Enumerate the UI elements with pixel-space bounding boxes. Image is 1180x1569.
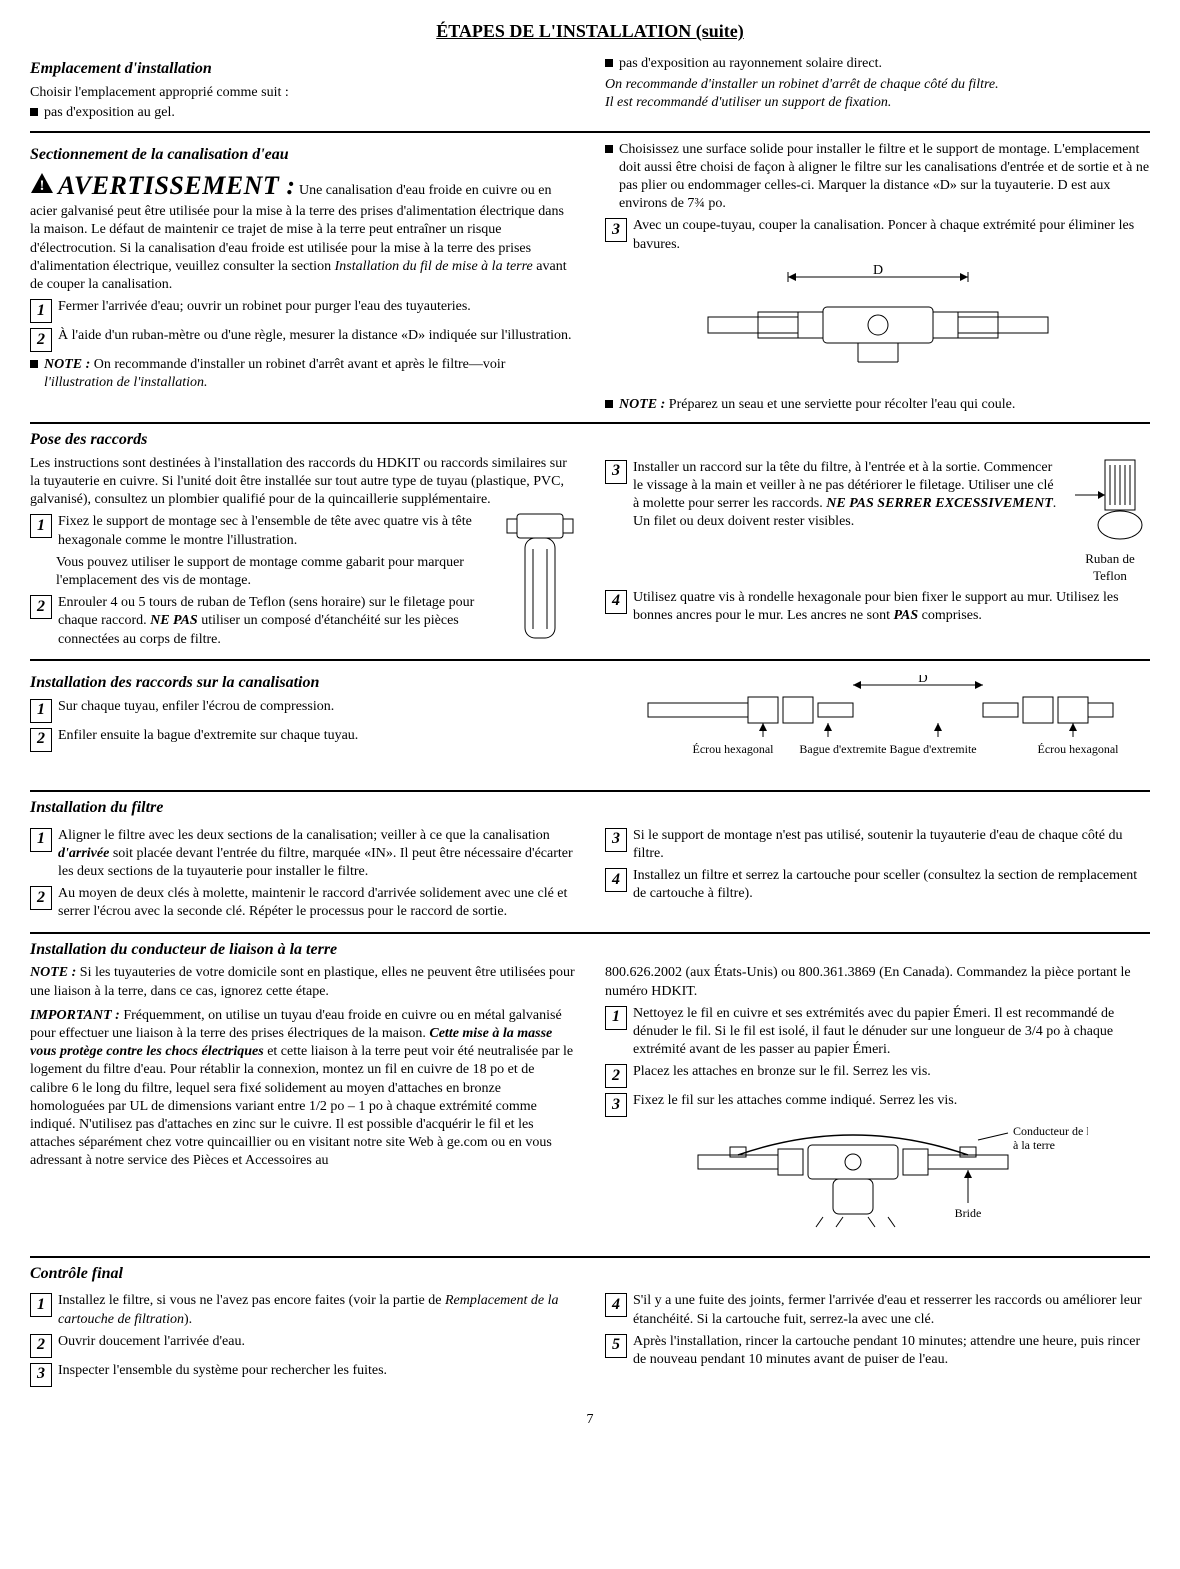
step-1: 1Nettoyez le fil en cuivre et ses extrém… xyxy=(605,1005,1150,1060)
heading-install-filtre: Installation du filtre xyxy=(30,798,1150,819)
step-3: 3Fixez le fil sur les attaches comme ind… xyxy=(605,1092,1150,1117)
important: IMPORTANT : Fréquemment, on utilise un t… xyxy=(30,1007,575,1171)
note: NOTE : Préparez un seau et une serviette… xyxy=(605,396,1150,414)
diagram-pipe-cut: D xyxy=(605,262,1150,388)
bullet: pas d'exposition au rayonnement solaire … xyxy=(605,55,1150,73)
svg-text:D: D xyxy=(918,675,927,685)
step-2: 2Enrouler 4 ou 5 tours de ruban de Teflo… xyxy=(30,594,497,649)
step-3: 3Installer un raccord sur la tête du fil… xyxy=(605,459,1062,532)
step-3: 3Avec un coupe-tuyau, couper la canalisa… xyxy=(605,217,1150,253)
step-2: 2Au moyen de deux clés à molette, mainte… xyxy=(30,885,575,921)
step-2: 2À l'aide d'un ruban-mètre ou d'une règl… xyxy=(30,327,575,352)
section-install-filtre: 1Aligner le filtre avec les deux section… xyxy=(30,823,1150,926)
section-pose-raccords: Les instructions sont destinées à l'inst… xyxy=(30,455,1150,653)
recommendation: On recommande d'installer un robinet d'a… xyxy=(605,76,1150,94)
step-1: 1Aligner le filtre avec les deux section… xyxy=(30,827,575,882)
step-2: 2Enfiler ensuite la bague d'extremite su… xyxy=(30,727,575,752)
heading-raccords-canal: Installation des raccords sur la canalis… xyxy=(30,673,575,694)
heading-pose-raccords: Pose des raccords xyxy=(30,430,1150,451)
bullet: Choisissez une surface solide pour insta… xyxy=(605,141,1150,214)
step-1: 1Fixez le support de montage sec à l'ens… xyxy=(30,513,497,549)
page-number: 7 xyxy=(30,1411,1150,1429)
step-5: 5Après l'installation, rincer la cartouc… xyxy=(605,1333,1150,1369)
svg-text:Écrou hexagonal: Écrou hexagonal xyxy=(692,742,774,756)
note: NOTE : Si les tuyauteries de votre domic… xyxy=(30,964,575,1000)
bullet: pas d'exposition au gel. xyxy=(30,104,575,122)
step-4: 4Utilisez quatre vis à rondelle hexagona… xyxy=(605,589,1150,625)
svg-text:!: ! xyxy=(40,178,45,194)
section-sectionnement: Sectionnement de la canalisation d'eau !… xyxy=(30,139,1150,417)
diagram-ground-wire: Conducteur de liaison à la terre Bride xyxy=(605,1125,1150,1241)
warning-icon: ! xyxy=(30,172,54,194)
step-2: 2Ouvrir doucement l'arrivée d'eau. xyxy=(30,1333,575,1358)
intro-text: Les instructions sont destinées à l'inst… xyxy=(30,455,575,510)
svg-text:Bride: Bride xyxy=(954,1206,981,1220)
warning-label: AVERTISSEMENT : xyxy=(58,171,295,200)
step-2: 2Placez les attaches en bronze sur le fi… xyxy=(605,1063,1150,1088)
heading-sectionnement: Sectionnement de la canalisation d'eau xyxy=(30,145,575,166)
svg-text:Bague d'extremite Bague d'e: Bague d'extremite Bague d'extremite xyxy=(799,742,976,756)
step-3: 3Inspecter l'ensemble du système pour re… xyxy=(30,1362,575,1387)
heading-controle: Contrôle final xyxy=(30,1264,1150,1285)
label-d: D xyxy=(872,263,882,278)
intro-text: Choisir l'emplacement approprié comme su… xyxy=(30,84,575,102)
step-4: 4Installez un filtre et serrez la cartou… xyxy=(605,867,1150,903)
step-1: 1Sur chaque tuyau, enfiler l'écrou de co… xyxy=(30,698,575,723)
heading-emplacement: Emplacement d'installation xyxy=(30,59,575,80)
step-1-extra: Vous pouvez utiliser le support de monta… xyxy=(56,554,497,590)
section-controle: 1Installez le filtre, si vous ne l'avez … xyxy=(30,1288,1150,1390)
diagram-filter-body xyxy=(505,509,575,649)
section-raccords-canalisation: Installation des raccords sur la canalis… xyxy=(30,667,1150,784)
svg-text:Écrou hexagonal: Écrou hexagonal xyxy=(1037,742,1117,756)
step-1: 1Fermer l'arrivée d'eau; ouvrir un robin… xyxy=(30,298,575,323)
page-title: ÉTAPES DE L'INSTALLATION (suite) xyxy=(30,20,1150,43)
recommendation: Il est recommandé d'utiliser un support … xyxy=(605,94,1150,112)
svg-text:Conducteur de liaison: Conducteur de liaison xyxy=(1013,1125,1088,1138)
heading-conducteur: Installation du conducteur de liaison à … xyxy=(30,940,1150,961)
step-4: 4S'il y a une fuite des joints, fermer l… xyxy=(605,1292,1150,1328)
section-emplacement: Emplacement d'installation Choisir l'emp… xyxy=(30,53,1150,124)
svg-text:à la terre: à la terre xyxy=(1013,1138,1055,1152)
step-3: 3Si le support de montage n'est pas util… xyxy=(605,827,1150,863)
label-ruban: Ruban deTeflon xyxy=(1070,551,1150,585)
section-conducteur: NOTE : Si les tuyauteries de votre domic… xyxy=(30,964,1150,1249)
diagram-teflon xyxy=(1070,455,1150,545)
note: NOTE : On recommande d'installer un robi… xyxy=(30,356,575,392)
phone-info: 800.626.2002 (aux États-Unis) ou 800.361… xyxy=(605,964,1150,1000)
step-1: 1Installez le filtre, si vous ne l'avez … xyxy=(30,1292,575,1328)
warning-block: !AVERTISSEMENT : Une canalisation d'eau … xyxy=(30,169,575,294)
diagram-compression: D Écrou hexagonal Bagu xyxy=(605,675,1150,776)
